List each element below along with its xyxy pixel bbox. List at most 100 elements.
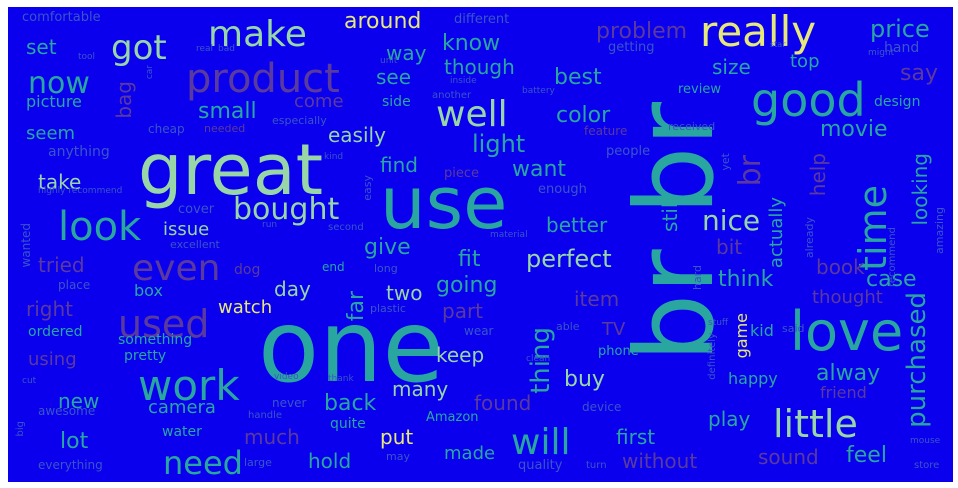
- word-battery: battery: [522, 86, 555, 96]
- word-stuff: stuff: [708, 318, 729, 328]
- word-awesome: awesome: [38, 404, 96, 418]
- word-highly-recommend: highly recommend: [38, 186, 123, 196]
- word-bit: bit: [716, 235, 743, 259]
- word-small: small: [198, 99, 257, 124]
- word-though: though: [444, 55, 515, 79]
- word-used: used: [118, 302, 210, 346]
- word-hand: hand: [884, 40, 920, 56]
- word-color: color: [556, 103, 611, 128]
- word-want: want: [512, 157, 567, 182]
- word-issue: issue: [163, 219, 210, 240]
- word-made: made: [444, 443, 496, 464]
- word-best: best: [554, 65, 602, 90]
- word-may: may: [386, 450, 410, 463]
- word-box: box: [134, 281, 163, 300]
- word-dog: dog: [234, 262, 261, 278]
- word-piece: piece: [444, 166, 480, 181]
- word-anything: anything: [48, 144, 110, 160]
- word-lot: lot: [60, 429, 89, 454]
- word-see: see: [376, 65, 412, 89]
- word-put: put: [380, 425, 414, 449]
- word-little: little: [773, 402, 858, 446]
- word-day: day: [274, 277, 311, 301]
- word-cover: cover: [178, 202, 215, 217]
- word-without: without: [622, 449, 698, 473]
- word-friend: friend: [820, 383, 867, 402]
- word-phone: phone: [598, 344, 639, 359]
- word-tool: tool: [78, 52, 96, 62]
- word-something: something: [118, 332, 193, 348]
- word-video: video: [274, 372, 299, 382]
- word-movie: movie: [820, 117, 888, 142]
- word-wanted: wanted: [19, 223, 33, 268]
- word-bag: bag: [112, 81, 136, 119]
- word-turn: turn: [586, 460, 607, 471]
- word-br-small: br: [733, 155, 768, 187]
- word-received: received: [668, 120, 716, 133]
- word-wear: wear: [464, 324, 494, 338]
- word-item: item: [574, 287, 620, 311]
- word-set: set: [26, 35, 57, 59]
- word-two: two: [386, 281, 423, 305]
- word-yet: yet: [719, 153, 732, 171]
- word-found: found: [474, 391, 532, 415]
- word-got: got: [111, 28, 167, 68]
- word-sound: sound: [758, 445, 819, 469]
- word-use: use: [380, 161, 508, 245]
- word-bad: bad: [218, 44, 235, 54]
- word-play: play: [708, 407, 751, 431]
- word-able: able: [556, 320, 580, 333]
- word-big: big: [15, 421, 26, 437]
- word-material: material: [490, 230, 528, 240]
- word-amazing: amazing: [933, 207, 946, 254]
- word-well: well: [436, 94, 508, 135]
- word-alway: alway: [816, 361, 881, 386]
- word-take: take: [38, 170, 82, 194]
- word-feature: feature: [584, 124, 628, 138]
- word-way: way: [386, 41, 427, 65]
- word-different: different: [454, 12, 510, 27]
- word-using: using: [28, 349, 77, 370]
- word-still: still: [658, 197, 682, 232]
- word-size: size: [712, 55, 751, 79]
- word-comfortable: comfortable: [22, 10, 101, 25]
- word-already: already: [803, 217, 816, 259]
- word-give: give: [364, 235, 411, 260]
- word-cut: cut: [22, 376, 37, 386]
- word-happy: happy: [728, 369, 778, 388]
- word-light: light: [472, 130, 526, 158]
- word-design: design: [874, 94, 921, 110]
- word-water: water: [162, 424, 202, 440]
- word-mouse: mouse: [910, 436, 941, 446]
- word-ordered: ordered: [28, 324, 83, 340]
- word-bought: bought: [233, 192, 340, 227]
- word-love: love: [790, 300, 904, 363]
- word-price: price: [870, 15, 930, 43]
- word-another: another: [432, 90, 472, 101]
- word-hold: hold: [308, 449, 352, 473]
- word-think: think: [718, 267, 774, 292]
- word-new: new: [58, 389, 100, 413]
- word-thought: thought: [812, 287, 883, 308]
- word-thank: thank: [328, 374, 354, 384]
- word-around: around: [344, 9, 422, 34]
- word-cloud: br br one use great love product really …: [8, 7, 953, 482]
- word-far: far: [344, 291, 369, 322]
- word-recommend: recommend: [887, 227, 898, 287]
- word-pretty: pretty: [124, 348, 167, 364]
- word-especially: especially: [272, 114, 327, 127]
- word-fit: fit: [458, 247, 481, 272]
- word-unit: unit: [380, 56, 398, 66]
- word-many: many: [392, 377, 449, 401]
- word-quality: quality: [518, 458, 563, 473]
- word-hard: hard: [691, 265, 704, 291]
- word-clean: clean: [526, 354, 551, 364]
- word-even: even: [132, 248, 221, 289]
- word-picture: picture: [26, 92, 82, 111]
- word-help: help: [806, 153, 830, 197]
- word-purchased: purchased: [902, 292, 932, 428]
- word-product: product: [186, 56, 340, 102]
- word-place: place: [58, 278, 91, 292]
- word-tried: tried: [38, 253, 85, 277]
- word-excellent: excellent: [170, 238, 220, 251]
